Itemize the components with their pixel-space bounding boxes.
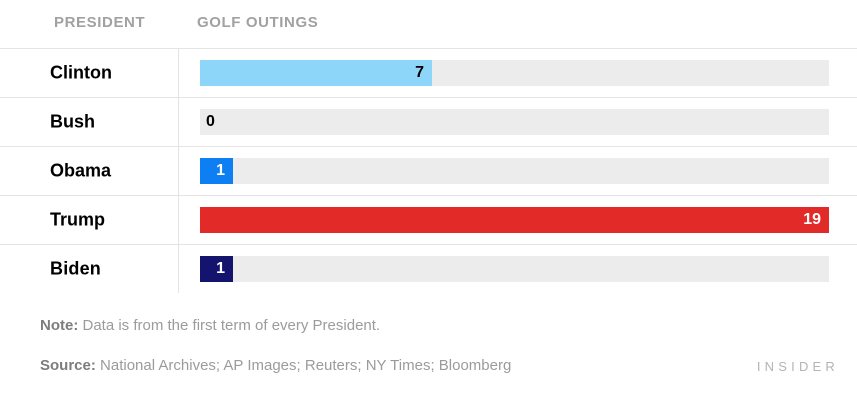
note-text: Data is from the first term of every Pre… xyxy=(78,317,381,334)
bar-clinton: 7 xyxy=(200,60,432,86)
note-line: Note: Data is from the first term of eve… xyxy=(40,317,380,334)
chart-row-clinton: Clinton 7 xyxy=(0,48,857,97)
president-label: Biden xyxy=(50,258,102,279)
column-header-golf-outings: GOLF OUTINGS xyxy=(197,14,319,31)
column-divider-line xyxy=(178,48,179,293)
bar-obama: 1 xyxy=(200,158,233,184)
column-header-president: PRESIDENT xyxy=(54,14,146,31)
bar-value: 19 xyxy=(803,211,821,228)
bar-value: 7 xyxy=(415,64,424,81)
bar-track: 19 xyxy=(200,207,829,233)
note-label: Note: xyxy=(40,317,79,334)
source-text: National Archives; AP Images; Reuters; N… xyxy=(95,357,512,374)
insider-logo: INSIDER xyxy=(756,359,839,374)
bar-value: 1 xyxy=(216,260,225,277)
chart-row-bush: Bush 0 xyxy=(0,97,857,146)
bar-track: 7 xyxy=(200,60,829,86)
bar-bush xyxy=(200,109,208,135)
bar-track: 1 xyxy=(200,158,829,184)
bar-track: 0 xyxy=(200,109,829,135)
president-label: Clinton xyxy=(50,62,112,83)
source-label: Source: xyxy=(40,357,96,374)
bar-trump: 19 xyxy=(200,207,829,233)
chart-row-biden: Biden 1 xyxy=(0,244,857,293)
chart-row-obama: Obama 1 xyxy=(0,146,857,195)
chart-rows: Clinton 7 Bush 0 Obama 1 T xyxy=(0,48,857,293)
bar-track: 1 xyxy=(200,256,829,282)
president-label: Obama xyxy=(50,160,112,181)
bar-biden: 1 xyxy=(200,256,233,282)
chart-row-trump: Trump 19 xyxy=(0,195,857,244)
bar-value: 1 xyxy=(216,162,225,179)
president-label: Bush xyxy=(50,111,95,132)
bar-value: 0 xyxy=(206,113,215,130)
source-line: Source: National Archives; AP Images; Re… xyxy=(40,357,511,374)
president-label: Trump xyxy=(50,209,106,230)
